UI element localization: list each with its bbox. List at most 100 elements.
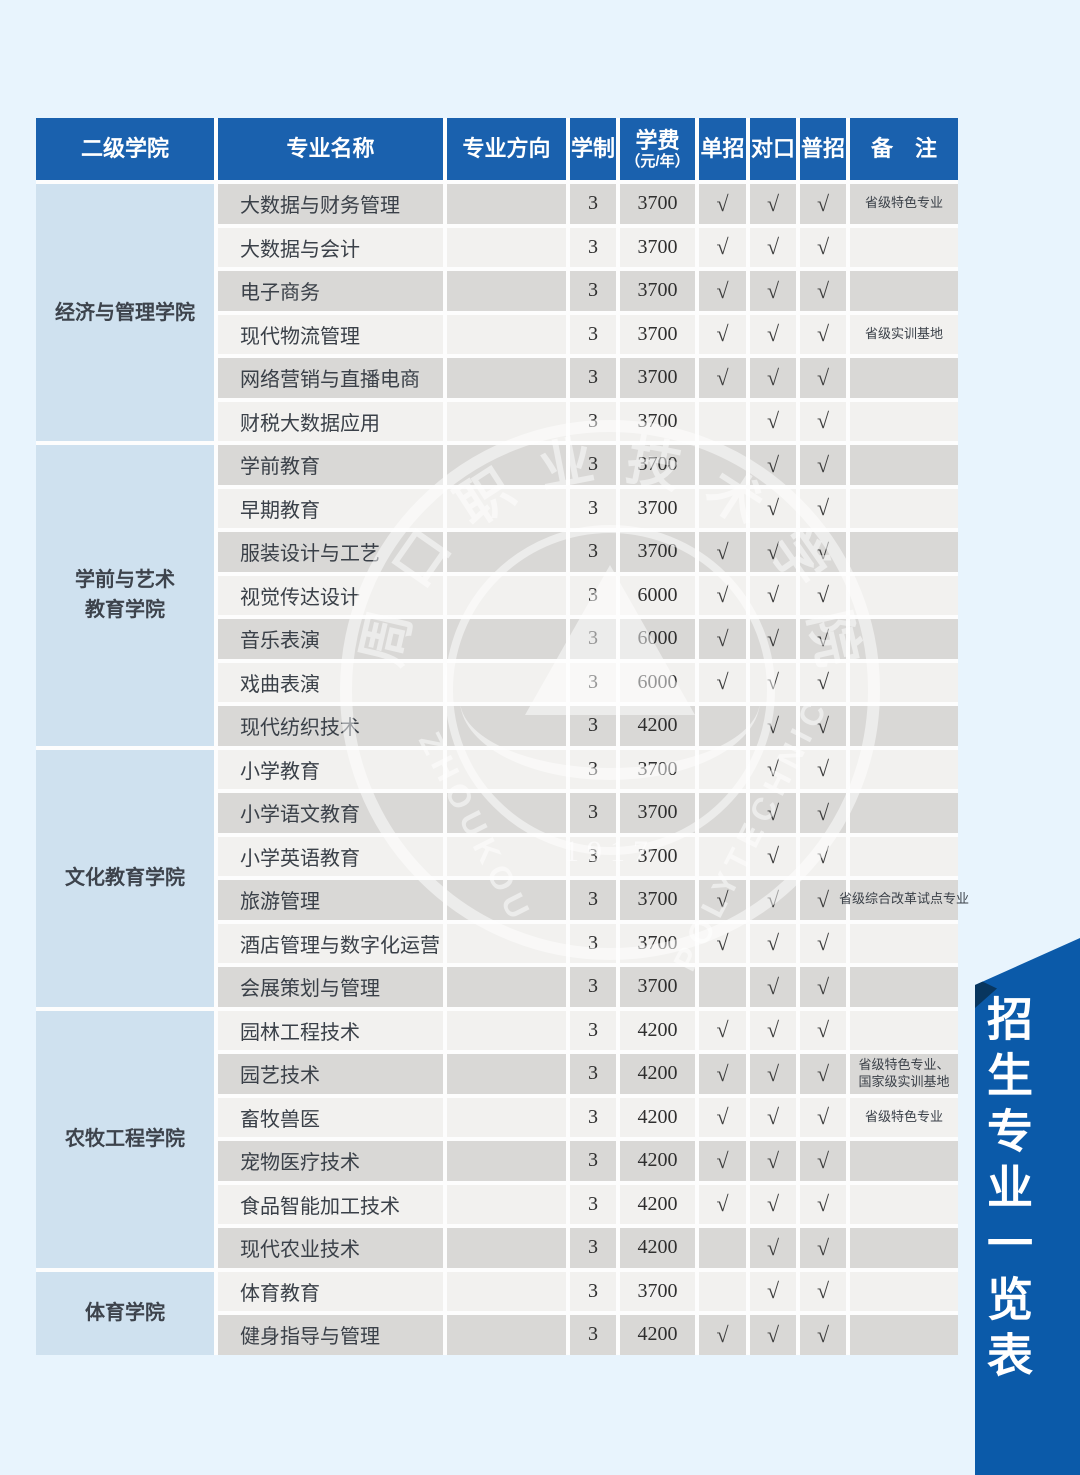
direction-cell	[447, 227, 566, 267]
years-cell: 3	[570, 184, 616, 224]
counterpart-recruit-cell: √	[750, 793, 796, 833]
remark-cell	[850, 1141, 958, 1181]
college-cell: 文化教育学院	[36, 749, 214, 1007]
direction-cell	[447, 923, 566, 963]
years-cell: 3	[570, 1141, 616, 1181]
years-cell: 3	[570, 619, 616, 659]
majors-table: 二级学院 专业名称 专业方向 学制 学费 （元/年） 单招 对口 普招 备 注 …	[36, 118, 969, 1355]
remark-cell	[850, 619, 958, 659]
single-recruit-cell: √	[699, 619, 746, 659]
counterpart-recruit-cell: √	[750, 575, 796, 615]
tuition-cell: 4200	[620, 1315, 695, 1355]
direction-cell	[447, 401, 566, 441]
major-cell: 小学英语教育	[218, 836, 443, 876]
direction-cell	[447, 1010, 566, 1050]
tuition-cell: 4200	[620, 706, 695, 746]
counterpart-recruit-cell: √	[750, 271, 796, 311]
ribbon-title: 招生专业一览表	[981, 995, 1033, 1387]
major-cell: 酒店管理与数字化运营	[218, 923, 443, 963]
years-cell: 3	[570, 445, 616, 485]
direction-cell	[447, 967, 566, 1007]
general-recruit-cell: √	[800, 1141, 846, 1181]
remark-cell	[850, 1315, 958, 1355]
direction-cell	[447, 445, 566, 485]
header-counterpart: 对口	[750, 118, 796, 180]
tuition-cell: 3700	[620, 880, 695, 920]
single-recruit-cell: √	[699, 1097, 746, 1137]
general-recruit-cell: √	[800, 445, 846, 485]
direction-cell	[447, 532, 566, 572]
college-cell: 农牧工程学院	[36, 1010, 214, 1268]
direction-cell	[447, 1184, 566, 1224]
direction-cell	[447, 836, 566, 876]
direction-cell	[447, 1097, 566, 1137]
counterpart-recruit-cell: √	[750, 445, 796, 485]
direction-cell	[447, 1271, 566, 1311]
general-recruit-cell: √	[800, 1010, 846, 1050]
direction-cell	[447, 488, 566, 528]
single-recruit-cell	[699, 445, 746, 485]
tuition-cell: 3700	[620, 749, 695, 789]
header-tuition: 学费 （元/年）	[620, 118, 695, 180]
single-recruit-cell	[699, 967, 746, 1007]
header-college: 二级学院	[36, 118, 214, 180]
major-cell: 网络营销与直播电商	[218, 358, 443, 398]
general-recruit-cell: √	[800, 575, 846, 615]
direction-cell	[447, 880, 566, 920]
general-recruit-cell: √	[800, 662, 846, 702]
remark-cell	[850, 967, 958, 1007]
tuition-cell: 4200	[620, 1141, 695, 1181]
general-recruit-cell: √	[800, 358, 846, 398]
major-cell: 财税大数据应用	[218, 401, 443, 441]
direction-cell	[447, 271, 566, 311]
remark-cell	[850, 227, 958, 267]
tuition-cell: 3700	[620, 1271, 695, 1311]
remark-cell: 省级特色专业	[850, 1097, 958, 1137]
remark-cell: 省级特色专业、 国家级实训基地	[850, 1054, 958, 1094]
general-recruit-cell: √	[800, 749, 846, 789]
tuition-cell: 3700	[620, 967, 695, 1007]
counterpart-recruit-cell: √	[750, 488, 796, 528]
remark-cell	[850, 793, 958, 833]
single-recruit-cell	[699, 488, 746, 528]
tuition-cell: 6000	[620, 575, 695, 615]
counterpart-recruit-cell: √	[750, 1097, 796, 1137]
tuition-cell: 3700	[620, 184, 695, 224]
remark-cell	[850, 923, 958, 963]
single-recruit-cell: √	[699, 662, 746, 702]
major-cell: 小学语文教育	[218, 793, 443, 833]
general-recruit-cell: √	[800, 619, 846, 659]
years-cell: 3	[570, 532, 616, 572]
years-cell: 3	[570, 1228, 616, 1268]
years-cell: 3	[570, 271, 616, 311]
years-cell: 3	[570, 488, 616, 528]
general-recruit-cell: √	[800, 923, 846, 963]
header-major: 专业名称	[218, 118, 443, 180]
major-cell: 园林工程技术	[218, 1010, 443, 1050]
tuition-cell: 3700	[620, 488, 695, 528]
counterpart-recruit-cell: √	[750, 923, 796, 963]
years-cell: 3	[570, 575, 616, 615]
major-cell: 戏曲表演	[218, 662, 443, 702]
remark-cell	[850, 445, 958, 485]
tuition-cell: 3700	[620, 532, 695, 572]
years-cell: 3	[570, 1271, 616, 1311]
remark-cell	[850, 271, 958, 311]
direction-cell	[447, 1054, 566, 1094]
major-cell: 畜牧兽医	[218, 1097, 443, 1137]
major-cell: 小学教育	[218, 749, 443, 789]
counterpart-recruit-cell: √	[750, 662, 796, 702]
tuition-cell: 3700	[620, 401, 695, 441]
major-cell: 食品智能加工技术	[218, 1184, 443, 1224]
tuition-cell: 3700	[620, 793, 695, 833]
general-recruit-cell: √	[800, 706, 846, 746]
direction-cell	[447, 184, 566, 224]
tuition-cell: 4200	[620, 1228, 695, 1268]
remark-cell	[850, 1271, 958, 1311]
counterpart-recruit-cell: √	[750, 749, 796, 789]
counterpart-recruit-cell: √	[750, 836, 796, 876]
major-cell: 园艺技术	[218, 1054, 443, 1094]
general-recruit-cell: √	[800, 1184, 846, 1224]
single-recruit-cell: √	[699, 314, 746, 354]
tuition-cell: 3700	[620, 836, 695, 876]
